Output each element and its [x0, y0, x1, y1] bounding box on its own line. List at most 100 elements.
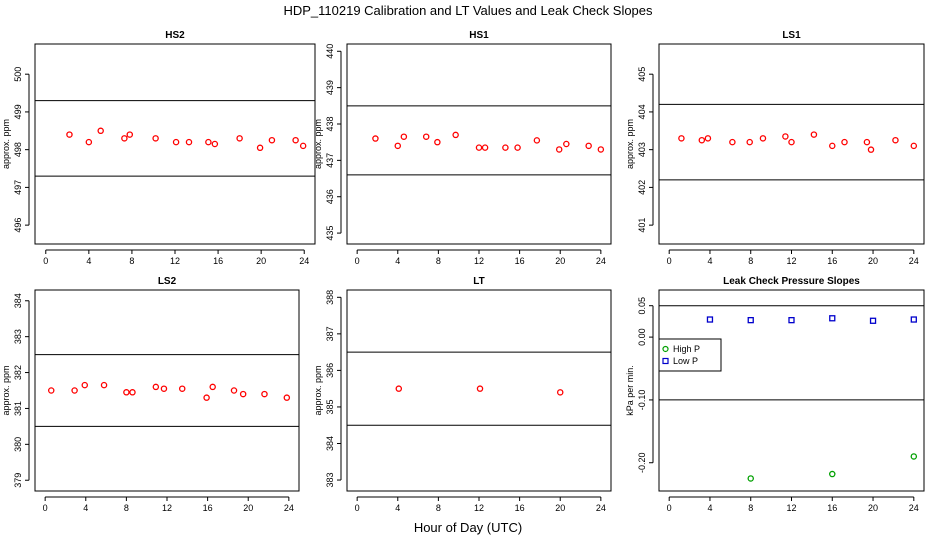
y-tick-label: 380: [13, 437, 23, 452]
y-tick-label: 384: [325, 436, 335, 451]
data-point: [230, 387, 238, 394]
x-tick-label: 0: [43, 256, 48, 266]
x-tick-label: 16: [515, 256, 525, 266]
figure-x-axis-label: Hour of Day (UTC): [414, 520, 522, 535]
figure-title: HDP_110219 Calibration and LT Values and…: [283, 3, 653, 18]
x-tick-label: 4: [707, 503, 712, 513]
data-point: [563, 140, 570, 148]
data-point: [892, 136, 899, 144]
y-axis-label: kPa per min.: [625, 365, 635, 416]
legend-label: Low P: [673, 356, 698, 366]
panel-1: HS2 0 4 8 12 16 20 24 496 497 498 499 500 approx. ppm: [1, 30, 316, 266]
y-tick-label: -0.20: [637, 452, 647, 473]
x-tick-label: 0: [43, 503, 48, 513]
data-point: [123, 389, 130, 396]
data-point: [152, 135, 159, 142]
legend-marker: [662, 345, 669, 353]
y-tick-label: 386: [325, 363, 335, 378]
y-tick-label: 405: [637, 67, 647, 82]
y-tick-label: 499: [13, 104, 23, 119]
y-tick-label: 401: [637, 218, 647, 233]
legend-marker: [662, 357, 669, 365]
y-axis-label: approx. ppm: [313, 365, 323, 415]
data-point: [152, 383, 160, 391]
data-point: [502, 144, 509, 151]
data-point: [400, 133, 408, 140]
panel-5: LT 0 4 8 12 16 20 24 383 384 385 386 387 388 approx. p…: [313, 276, 612, 513]
panels-grid: HS2 0 4 8 12 16 20 24 496 497 498 499 500 approx. ppm…: [1, 30, 925, 513]
data-point: [782, 133, 789, 140]
data-point: [555, 146, 563, 153]
x-tick-label: 8: [124, 503, 129, 513]
plot-frame: [658, 43, 925, 245]
y-tick-label: 379: [13, 473, 23, 488]
data-point: [211, 140, 219, 148]
data-point: [829, 142, 836, 150]
plot-frame: [346, 43, 612, 245]
y-tick-label: 440: [325, 44, 335, 59]
data-point: [205, 138, 212, 146]
data-point: [829, 315, 836, 322]
y-tick-label: 403: [637, 142, 647, 157]
data-point: [910, 453, 918, 460]
x-tick-label: 24: [909, 503, 919, 513]
x-tick-label: 24: [299, 256, 309, 266]
data-point: [729, 138, 736, 146]
x-tick-label: 8: [748, 503, 753, 513]
data-point: [747, 316, 754, 324]
data-point: [203, 394, 210, 401]
data-point: [746, 138, 753, 146]
panel-2: HS1 0 4 8 12 16 20 24 435 436 437 438 439 440 approx. …: [313, 30, 612, 266]
y-axis-label: approx. ppm: [625, 119, 635, 169]
x-tick-label: 8: [436, 256, 441, 266]
x-tick-label: 12: [474, 503, 484, 513]
data-point: [372, 135, 379, 142]
data-point: [476, 385, 484, 392]
data-point: [236, 135, 243, 142]
y-tick-label: 404: [637, 104, 647, 119]
plot-frame: [658, 289, 925, 492]
data-point: [422, 133, 430, 140]
x-tick-label: 24: [596, 256, 606, 266]
data-point: [556, 389, 564, 396]
y-tick-label: 437: [325, 153, 335, 168]
data-point: [394, 142, 402, 150]
data-point: [910, 142, 918, 150]
x-tick-label: 24: [596, 503, 606, 513]
y-axis-label: approx. ppm: [313, 119, 323, 169]
data-point: [434, 138, 441, 146]
y-tick-label: 387: [325, 326, 335, 341]
data-point: [810, 131, 818, 138]
x-tick-label: 12: [786, 256, 796, 266]
x-tick-label: 0: [667, 503, 672, 513]
data-point: [71, 387, 78, 394]
legend: High P Low P: [658, 338, 722, 372]
data-point: [452, 131, 459, 139]
x-tick-label: 8: [748, 256, 753, 266]
panel-title: HS1: [469, 30, 489, 41]
data-point: [395, 385, 403, 392]
data-point: [863, 138, 871, 146]
x-tick-label: 12: [170, 256, 180, 266]
x-tick-label: 4: [707, 256, 712, 266]
x-tick-label: 12: [474, 256, 484, 266]
data-point: [172, 138, 180, 146]
data-point: [829, 470, 836, 478]
y-axis-label: approx. ppm: [1, 119, 11, 169]
x-tick-label: 20: [256, 256, 266, 266]
data-point: [759, 135, 767, 142]
data-point: [160, 385, 168, 392]
x-tick-label: 4: [395, 503, 400, 513]
data-point: [704, 135, 712, 142]
data-point: [299, 142, 307, 150]
data-point: [585, 142, 592, 150]
data-point: [126, 131, 134, 138]
y-tick-label: 500: [13, 67, 23, 82]
data-point: [867, 146, 875, 153]
y-tick-label: 383: [325, 473, 335, 488]
y-tick-label: 384: [13, 293, 23, 308]
data-point: [514, 144, 521, 151]
data-point: [678, 135, 685, 142]
data-point: [256, 144, 264, 152]
x-tick-label: 12: [786, 503, 796, 513]
